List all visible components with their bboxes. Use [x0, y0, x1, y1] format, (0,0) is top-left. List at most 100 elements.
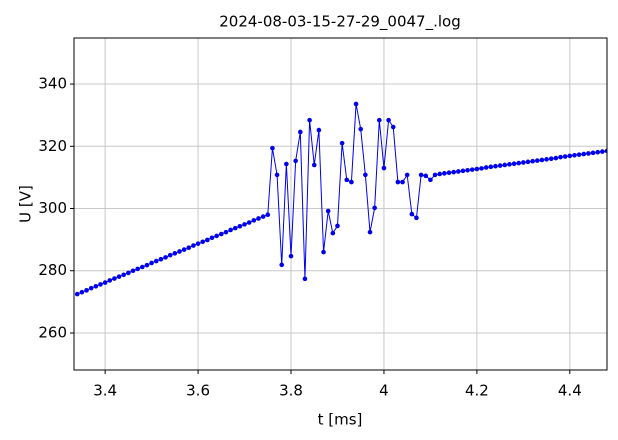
x-tick-label: 4.4 [558, 382, 582, 400]
marker [158, 256, 164, 262]
marker [465, 167, 470, 173]
marker [469, 167, 475, 172]
marker [302, 276, 308, 282]
marker [377, 117, 382, 123]
marker [521, 160, 526, 165]
marker [130, 268, 136, 274]
y-tick-label: 280 [38, 261, 67, 279]
marker [386, 117, 391, 123]
marker [321, 249, 326, 255]
y-tick-label: 260 [38, 323, 67, 341]
marker [604, 148, 607, 154]
marker [219, 231, 224, 237]
marker [516, 160, 522, 166]
marker [349, 179, 354, 185]
marker [381, 165, 387, 171]
marker [112, 276, 117, 281]
x-tick-label: 3.4 [93, 382, 117, 400]
marker [418, 172, 424, 178]
marker [181, 247, 187, 252]
marker [149, 260, 154, 266]
marker [525, 159, 531, 165]
marker [442, 171, 447, 176]
marker [595, 149, 601, 155]
y-tick-label: 340 [38, 75, 67, 93]
marker [200, 239, 206, 245]
marker [586, 151, 591, 156]
marker [191, 243, 196, 248]
marker [260, 214, 266, 219]
marker [116, 274, 122, 279]
marker [400, 179, 405, 185]
y-tick-label: 300 [38, 199, 67, 217]
marker [98, 282, 103, 287]
marker [256, 216, 261, 221]
marker [404, 172, 410, 178]
marker [121, 272, 127, 278]
marker [553, 155, 559, 161]
marker [167, 252, 173, 258]
marker [205, 237, 210, 243]
marker [79, 289, 85, 295]
marker [539, 157, 545, 163]
chart-title: 2024-08-03-15-27-29_0047_.log [219, 13, 460, 32]
marker [428, 177, 433, 183]
marker [274, 172, 280, 178]
marker [460, 168, 466, 174]
marker [455, 169, 461, 174]
marker [446, 170, 452, 176]
marker [437, 171, 443, 177]
marker [325, 208, 331, 214]
marker [451, 169, 456, 175]
marker [344, 177, 350, 183]
marker [493, 163, 498, 169]
marker [163, 255, 168, 260]
marker [576, 152, 582, 157]
marker [177, 249, 182, 254]
marker [172, 251, 178, 256]
x-tick-label: 4.2 [465, 382, 489, 400]
marker [483, 165, 489, 170]
y-axis-label: U [V] [17, 185, 35, 223]
marker [432, 172, 438, 178]
x-tick-label: 4 [379, 382, 389, 400]
marker [270, 145, 275, 151]
marker [153, 258, 159, 264]
marker [353, 101, 359, 107]
marker [544, 157, 549, 162]
marker [135, 266, 140, 272]
marker [88, 285, 94, 291]
marker [395, 179, 401, 185]
marker [358, 126, 364, 132]
marker [414, 215, 419, 221]
x-tick-label: 3.6 [186, 382, 210, 400]
marker [572, 153, 577, 158]
marker [311, 162, 317, 168]
marker [237, 223, 243, 229]
marker [102, 280, 108, 285]
marker [497, 163, 503, 168]
marker [488, 164, 494, 170]
marker [558, 154, 563, 160]
marker [242, 222, 247, 227]
marker [474, 166, 480, 172]
marker [186, 245, 192, 251]
marker [265, 212, 271, 218]
marker [363, 172, 368, 178]
marker [214, 233, 219, 239]
marker [479, 166, 484, 171]
marker [530, 158, 535, 164]
marker [372, 205, 377, 211]
marker [232, 225, 238, 231]
marker [195, 241, 201, 246]
marker [93, 283, 99, 289]
marker [126, 270, 131, 276]
y-tick-label: 320 [38, 137, 67, 155]
marker [511, 161, 517, 167]
marker [279, 262, 285, 268]
marker [367, 229, 373, 235]
marker [74, 291, 80, 297]
marker [600, 149, 605, 154]
marker [507, 162, 512, 167]
